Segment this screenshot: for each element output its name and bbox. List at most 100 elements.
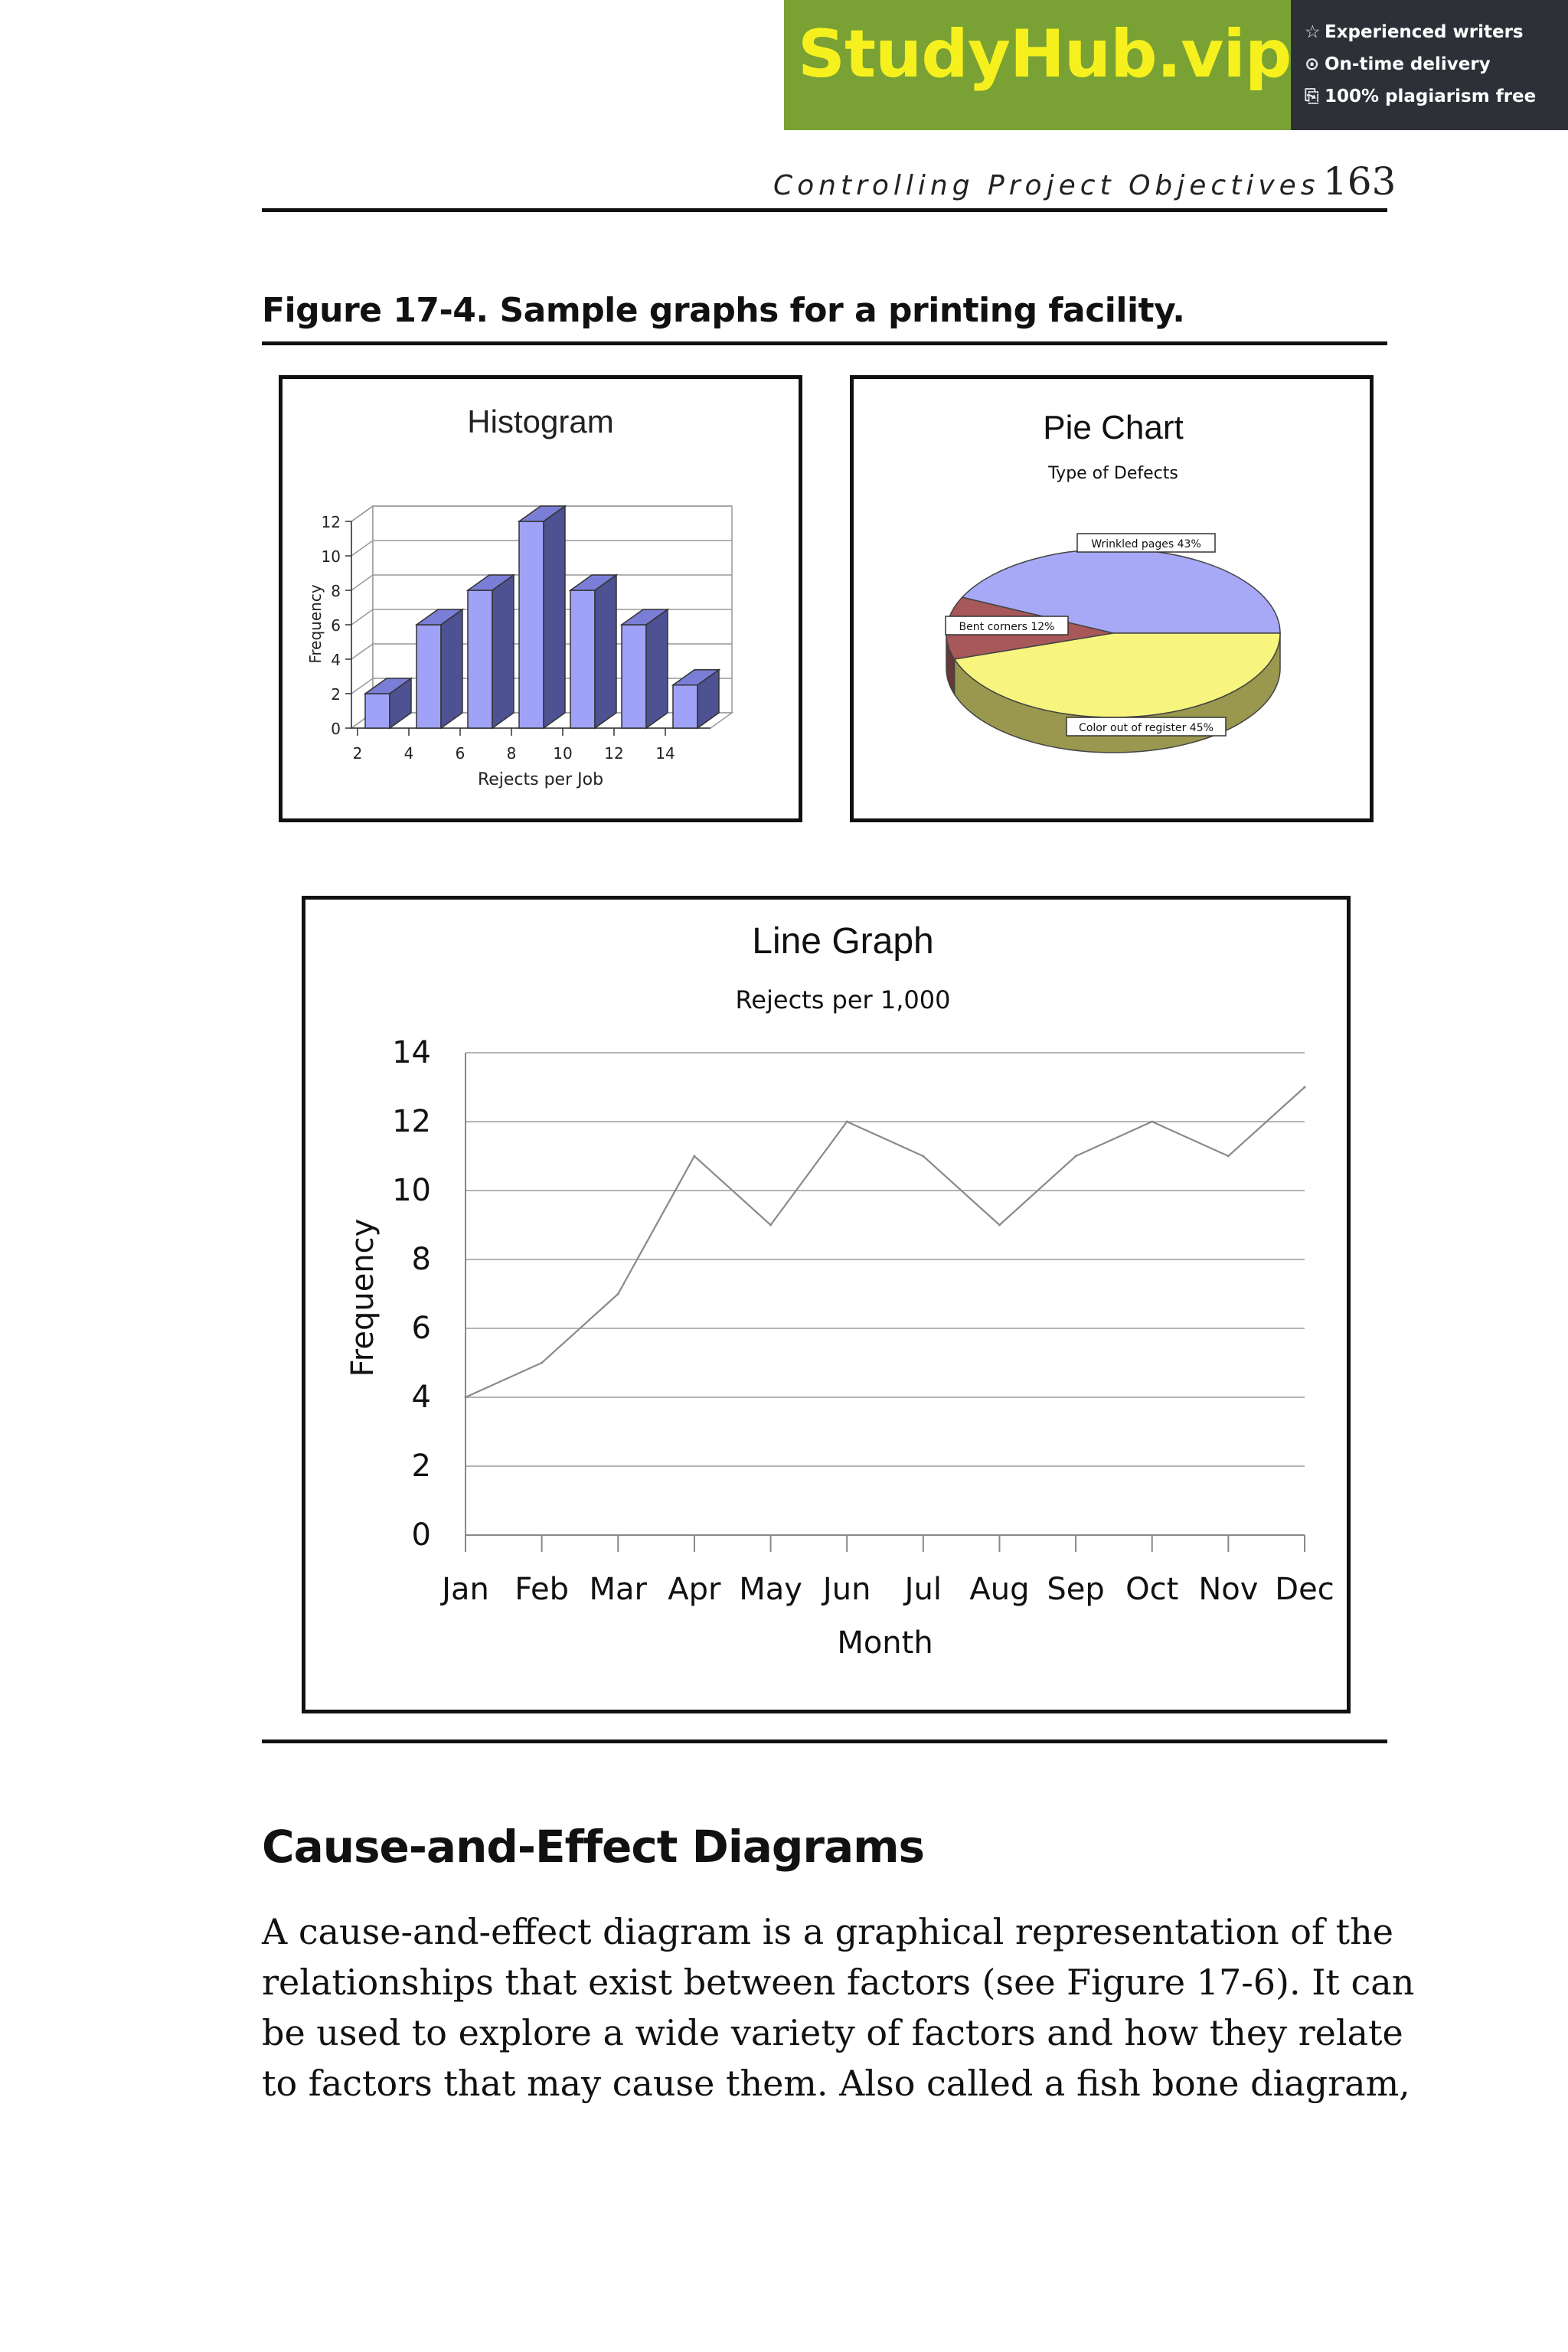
- bar-front: [621, 624, 647, 729]
- gridline: [351, 505, 374, 522]
- bar-front: [672, 684, 698, 729]
- x-tick-label: Jan: [439, 1572, 489, 1607]
- chart-title: Histogram: [467, 403, 613, 439]
- y-tick-label: 4: [412, 1380, 431, 1415]
- bar-side: [389, 677, 412, 730]
- gridline: [351, 678, 374, 694]
- document-copy-icon: ⎘: [1305, 87, 1319, 106]
- data-point: [998, 1223, 1001, 1227]
- running-header-title: Controlling Project Objectives: [773, 170, 1320, 201]
- star-icon: ☆: [1305, 22, 1321, 42]
- bar-side: [594, 573, 617, 730]
- y-tick-label: 12: [322, 513, 341, 531]
- y-tick-label: 14: [392, 1035, 431, 1070]
- bar-side: [492, 573, 514, 730]
- x-tick-label: 10: [553, 744, 572, 763]
- page-number: 163: [1323, 159, 1396, 204]
- x-tick-label: Apr: [668, 1572, 721, 1607]
- pie-chart: Pie Chart Type of Defects Wrinkled pages 4…: [850, 375, 1374, 822]
- chart-title: Line Graph: [752, 921, 934, 962]
- y-tick-label: 12: [392, 1104, 431, 1139]
- x-tick-label: Feb: [514, 1572, 569, 1607]
- y-axis-label: Frequency: [306, 584, 325, 663]
- y-tick-label: 0: [331, 720, 341, 738]
- perk-label: On-time delivery: [1325, 54, 1491, 74]
- promo-banner[interactable]: StudyHub.vip ☆ Experienced writers ⊙ On-ti…: [784, 0, 1568, 130]
- x-tick-label: 14: [655, 744, 675, 763]
- y-tick-label: 6: [412, 1311, 431, 1346]
- x-axis-label: Rejects per Job: [478, 770, 603, 789]
- brand-logo-text: StudyHub.vip: [798, 16, 1292, 93]
- figure-caption: Figure 17-4. Sample graphs for a printin…: [262, 291, 1185, 330]
- caption-rule: [262, 341, 1387, 345]
- x-tick-label: 6: [456, 744, 466, 763]
- x-tick-label: Oct: [1125, 1572, 1178, 1607]
- x-tick-label: 4: [404, 744, 414, 763]
- x-axis-label: Month: [837, 1625, 933, 1661]
- figure-bottom-rule: [262, 1740, 1387, 1743]
- y-tick-label: 8: [412, 1242, 431, 1277]
- data-point: [845, 1120, 848, 1123]
- data-point: [693, 1155, 696, 1158]
- x-tick-label: Aug: [969, 1572, 1029, 1607]
- data-point: [922, 1155, 925, 1158]
- chart-subtitle: Type of Defects: [1047, 464, 1178, 483]
- data-point: [1074, 1155, 1077, 1158]
- x-tick-label: May: [739, 1572, 802, 1607]
- chart-subtitle: Rejects per 1,000: [736, 985, 951, 1014]
- gridline: [351, 643, 374, 660]
- bar-side: [697, 668, 720, 730]
- banner-brand-panel: StudyHub.vip: [784, 0, 1292, 130]
- x-tick-label: 8: [507, 744, 517, 763]
- body-text-line: to factors that may cause them. Also cal…: [262, 2063, 1410, 2104]
- line-graph-chart: Line Graph Rejects per 1,000 0 2 4 6 8 10 12 14 Ja…: [302, 896, 1351, 1713]
- perk-label: 100% plagiarism free: [1325, 87, 1537, 106]
- pie-svg: Pie Chart Type of Defects Wrinkled pages 4…: [945, 409, 1281, 753]
- x-tick-label: 12: [604, 744, 623, 763]
- x-tick-label: Mar: [590, 1572, 648, 1607]
- gridline: [351, 540, 374, 557]
- line-svg: Line Graph Rejects per 1,000 0 2 4 6 8 10 12 14 Ja…: [345, 921, 1334, 1661]
- pie-slice: [953, 632, 1281, 718]
- bar-front: [518, 521, 544, 729]
- gridline: [351, 609, 374, 626]
- perk-label: Experienced writers: [1325, 22, 1524, 42]
- bar-side: [440, 608, 463, 730]
- pie-label-box: [945, 616, 1069, 635]
- data-point: [541, 1361, 544, 1364]
- histogram-chart: Histogram 0 2 4 6 8 10 12 2 4 6 8 10 12 14 Rejects per …: [279, 375, 802, 822]
- data-point: [1227, 1155, 1230, 1158]
- bar-front: [416, 624, 442, 729]
- perk-item: ☆ Experienced writers: [1305, 24, 1524, 41]
- pie-slice-label: Bent corners 12%: [959, 621, 1055, 633]
- section-heading: Cause-and-Effect Diagrams: [262, 1821, 925, 1873]
- bar-front: [364, 693, 390, 729]
- bar-side: [645, 608, 668, 730]
- perk-item: ⊙ On-time delivery: [1305, 56, 1491, 74]
- x-tick-label: Dec: [1275, 1572, 1334, 1607]
- bar-front: [570, 590, 596, 729]
- data-point: [769, 1223, 773, 1227]
- y-axis-label: Frequency: [345, 1219, 381, 1377]
- perk-item: ⎘ 100% plagiarism free: [1305, 88, 1536, 106]
- pie-label-box: [1066, 717, 1227, 737]
- x-tick-label: Jul: [903, 1572, 942, 1607]
- x-tick-label: Nov: [1198, 1572, 1258, 1607]
- x-tick-label: Sep: [1047, 1572, 1104, 1607]
- clock-icon: ⊙: [1305, 54, 1320, 74]
- bar-side: [543, 505, 566, 730]
- bar-front: [467, 590, 493, 729]
- data-point: [464, 1396, 467, 1399]
- data-point: [616, 1292, 619, 1295]
- banner-perks-panel: [1291, 0, 1568, 130]
- pie-slice-label: Wrinkled pages 43%: [1091, 538, 1201, 550]
- body-text-line: be used to explore a wide variety of fac…: [262, 2012, 1403, 2053]
- x-tick-label: Jun: [821, 1572, 871, 1607]
- y-tick-label: 6: [331, 616, 341, 635]
- y-tick-label: 10: [322, 547, 341, 566]
- pie-label-box: [1076, 533, 1216, 553]
- data-point: [1303, 1086, 1306, 1089]
- chart-title: Pie Chart: [1043, 409, 1183, 446]
- data-point: [1151, 1120, 1154, 1123]
- y-tick-label: 0: [412, 1517, 431, 1553]
